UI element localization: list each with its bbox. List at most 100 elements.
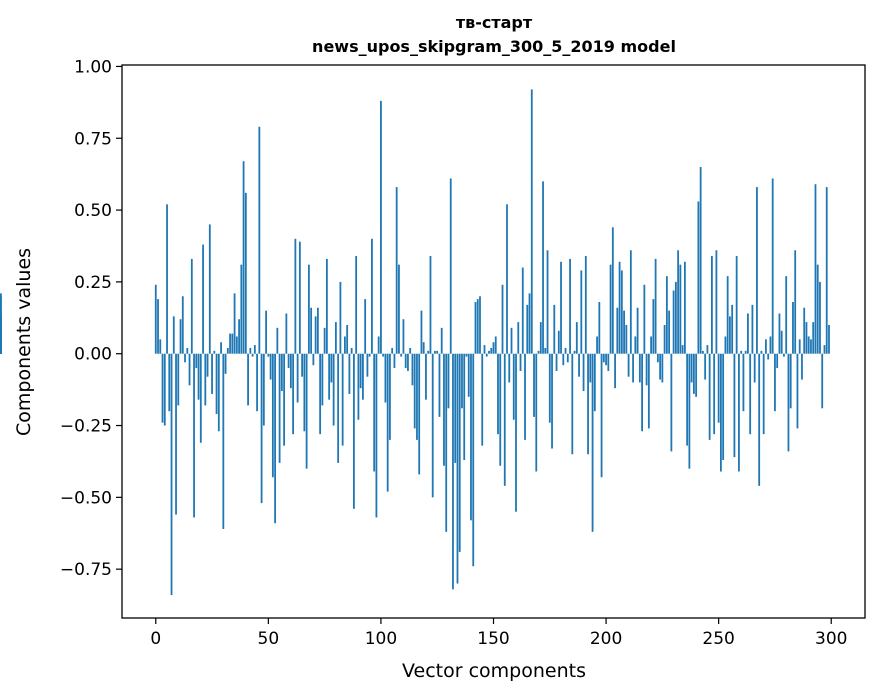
bar [803, 307, 806, 354]
bar [429, 256, 432, 354]
bar [647, 353, 650, 429]
bar [256, 353, 258, 412]
bar [253, 345, 256, 354]
bar [560, 261, 562, 354]
bar [796, 353, 799, 429]
bar [555, 353, 558, 371]
bar [751, 304, 754, 354]
bar [215, 353, 218, 415]
bar [609, 264, 612, 354]
bar [416, 353, 418, 440]
bar [222, 353, 225, 529]
bar [267, 353, 270, 357]
x-tick-label: 50 [258, 629, 280, 649]
bar [211, 353, 213, 394]
bar [427, 350, 430, 354]
chart-subtitle: news_upos_skipgram_300_5_2019 model [312, 37, 676, 56]
bar [589, 353, 592, 383]
bar [278, 353, 281, 463]
bar [616, 307, 619, 354]
bar [364, 299, 367, 354]
bar [258, 126, 261, 354]
bar [287, 353, 290, 369]
bar [375, 353, 378, 518]
bar [508, 353, 511, 383]
bar [674, 281, 677, 354]
bar [271, 353, 274, 478]
bar [0, 333, 2, 354]
y-axis-label: Components values [13, 248, 35, 436]
bar [701, 350, 704, 354]
bar [753, 353, 756, 383]
bar [166, 204, 168, 354]
bar [384, 353, 387, 403]
bar [355, 256, 358, 354]
x-tick-label: 100 [365, 629, 397, 649]
bar [677, 250, 680, 354]
bar [828, 324, 830, 354]
bar [204, 353, 207, 406]
bar [332, 353, 335, 426]
bar [823, 345, 826, 354]
bar [638, 353, 641, 383]
bar [483, 345, 486, 354]
bar [704, 353, 707, 380]
bar [762, 353, 765, 435]
bar [436, 350, 439, 354]
bar [206, 353, 209, 377]
bar [181, 296, 184, 354]
bar [575, 322, 578, 354]
bar [697, 201, 700, 354]
y-tick-label: −0.75 [60, 560, 112, 580]
bar [359, 353, 362, 389]
chart-title: тв-старт [456, 13, 533, 32]
bar [226, 347, 229, 354]
bar [159, 339, 162, 354]
bar [765, 339, 767, 354]
bar [404, 353, 407, 369]
bar [627, 353, 630, 377]
bar [458, 353, 461, 552]
bar [663, 324, 666, 354]
bar [683, 261, 686, 354]
bar [636, 307, 639, 354]
y-tick-label: 0.75 [74, 129, 112, 149]
bar [526, 304, 529, 354]
bar [481, 353, 484, 446]
bar [506, 204, 508, 354]
bar [269, 353, 272, 380]
bar [452, 353, 454, 590]
bar [670, 353, 673, 452]
bar [172, 316, 175, 354]
bar [591, 353, 594, 532]
bar [371, 238, 373, 354]
bar [742, 353, 745, 412]
bar [825, 187, 828, 354]
bar [449, 178, 452, 354]
bar [503, 353, 506, 486]
bar [625, 324, 628, 354]
bar [274, 353, 276, 524]
bar [713, 353, 716, 435]
bar [199, 353, 202, 443]
bar [220, 342, 222, 354]
bar [810, 339, 812, 354]
bar [776, 353, 779, 369]
bar [596, 336, 598, 354]
bar [456, 353, 459, 584]
bar [353, 353, 355, 509]
title-group: тв-старт news_upos_skipgram_300_5_2019 m… [312, 13, 676, 56]
bar [213, 350, 216, 354]
bar [726, 276, 729, 354]
bar [240, 264, 243, 354]
bar [233, 293, 236, 354]
bar [747, 313, 749, 354]
y-tick-label: 0.50 [74, 201, 112, 221]
bar [305, 353, 308, 469]
bar [656, 353, 659, 363]
bar [665, 276, 668, 354]
bar [771, 178, 774, 354]
bar [325, 258, 328, 354]
bar [154, 284, 157, 354]
